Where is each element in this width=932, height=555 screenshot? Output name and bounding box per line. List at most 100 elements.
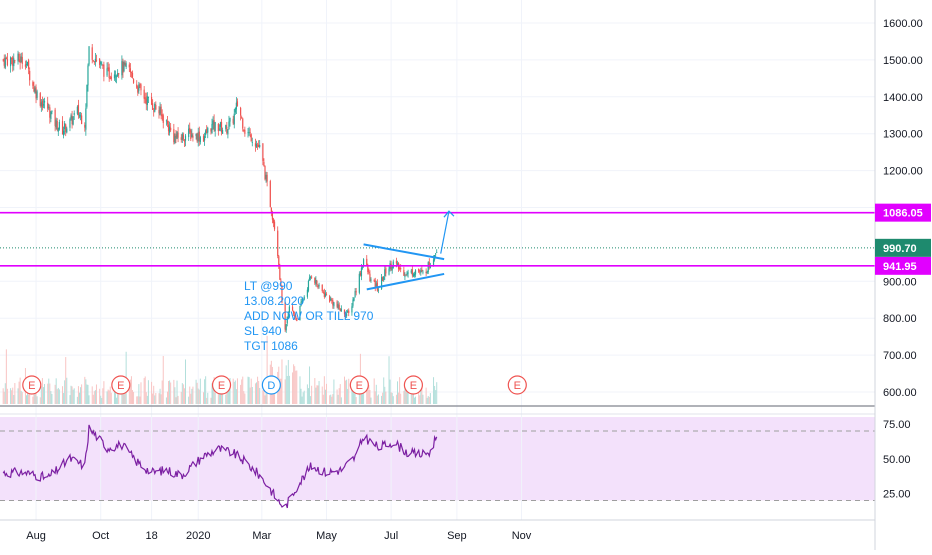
volume-bar <box>70 385 72 404</box>
candle-body <box>413 273 416 276</box>
candle-body <box>145 98 147 105</box>
volume-bar <box>191 388 193 404</box>
candle-body <box>336 301 338 307</box>
volume-bar <box>293 364 295 404</box>
time-tick-label: 18 <box>145 530 157 542</box>
volume-bar <box>212 386 214 404</box>
candle-body <box>435 253 437 255</box>
candle-body <box>232 118 234 124</box>
candle-body <box>358 273 360 293</box>
candle-body <box>280 280 282 285</box>
candle-body <box>213 120 215 130</box>
price-tags: 1086.05 941.95 990.70 <box>875 203 931 275</box>
volume-bar <box>384 386 386 404</box>
volume-bar <box>73 388 75 404</box>
volume-bar <box>433 377 435 404</box>
candle-body <box>102 64 104 66</box>
candle-body <box>262 143 264 161</box>
candle-body <box>235 102 237 110</box>
candle-body <box>214 122 216 132</box>
volume-bar <box>403 390 405 404</box>
candle-body <box>347 310 349 313</box>
candle-body <box>366 258 368 266</box>
volume-bar <box>58 389 60 404</box>
volume-bar <box>279 378 281 404</box>
volume-bar <box>389 379 391 404</box>
time-tick-label: May <box>316 530 337 542</box>
volume-bar <box>14 383 16 404</box>
volume-bar <box>110 392 112 404</box>
volume-bar <box>242 376 244 404</box>
volume-bar <box>307 388 309 404</box>
candle-body <box>296 317 298 322</box>
candle-body <box>77 104 80 116</box>
volume-bar <box>318 381 320 404</box>
time-tick-label: 2020 <box>186 530 210 542</box>
candle-body <box>162 115 164 123</box>
volume-bar <box>225 394 227 404</box>
candle-body <box>382 277 384 281</box>
volume-bar <box>54 384 56 404</box>
target-arrow-shaft <box>440 211 450 254</box>
volume-bar <box>146 395 148 404</box>
candle-body <box>91 47 93 60</box>
volume-bar <box>344 376 345 404</box>
candle-body <box>259 144 261 147</box>
candle-body <box>189 127 191 132</box>
volume-bar <box>316 385 318 404</box>
volume-bar <box>315 387 317 404</box>
volume-bar <box>10 388 12 404</box>
candle-body <box>55 119 57 128</box>
candle-body <box>412 274 414 277</box>
volume-bar <box>383 377 385 404</box>
volume-bar <box>196 382 198 404</box>
volume-bar <box>117 392 119 404</box>
candle-body <box>281 285 283 303</box>
candle-body <box>176 131 178 139</box>
volume-bar <box>404 383 406 404</box>
candle-body <box>47 102 49 109</box>
candle-body <box>427 262 429 273</box>
candle-body <box>403 270 405 276</box>
volume-bar <box>207 392 209 404</box>
candle-body <box>114 75 117 77</box>
price-tick-label: 700.00 <box>883 350 917 362</box>
candle-body <box>191 134 193 138</box>
volume-bar <box>338 388 340 404</box>
volume-bar <box>299 376 301 404</box>
volume-bar <box>415 396 417 404</box>
volume-bar <box>129 379 131 404</box>
level-price-tag: 941.95 <box>883 261 917 273</box>
candle-body <box>426 271 428 273</box>
candle-body <box>76 106 78 114</box>
candle-body <box>182 134 184 140</box>
volume-bar <box>375 384 377 404</box>
volume-bar <box>330 394 332 404</box>
candle-body <box>300 302 302 307</box>
volume-bar <box>5 349 7 404</box>
candle-body <box>25 64 28 66</box>
candle-body <box>323 292 325 298</box>
volume-bar <box>296 370 298 404</box>
volume-bar <box>390 392 392 404</box>
candle-body <box>317 285 319 288</box>
volume-bar <box>136 396 138 404</box>
candle-body <box>107 67 109 69</box>
volume-bar <box>370 397 372 404</box>
price-tick-label: 800.00 <box>883 313 917 325</box>
volume-bar <box>204 379 206 404</box>
candle-body <box>421 269 423 271</box>
volume-bar <box>166 391 168 404</box>
candle-body <box>137 87 139 93</box>
candle-body <box>429 266 431 268</box>
candle-body <box>70 115 72 119</box>
candle-body <box>270 207 272 214</box>
candle-body <box>33 86 35 92</box>
volume-bar <box>20 390 22 404</box>
volume-bar <box>336 389 338 404</box>
candle-body <box>391 266 393 271</box>
candle-body <box>265 174 267 179</box>
time-tick-label: Jul <box>384 530 398 542</box>
volume-bar <box>138 384 140 404</box>
volume-bar <box>88 395 90 404</box>
